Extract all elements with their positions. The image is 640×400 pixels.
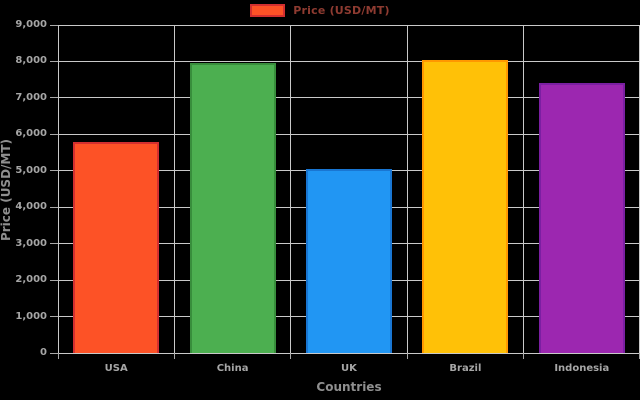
gridline-vertical [290,25,292,353]
gridline-horizontal [58,133,640,135]
gridline-vertical [57,25,59,353]
gridline-horizontal [58,352,640,354]
gridline-vertical [523,25,525,353]
x-axis-tick [57,353,59,359]
y-axis-tick [50,279,58,281]
y-tick-label: 2,000 [15,274,47,286]
x-axis-tick [406,353,408,359]
y-axis-tick [50,97,58,99]
y-axis-tick [50,316,58,318]
bar-brazil[interactable] [422,59,509,353]
legend-label: Price (USD/MT) [293,4,390,17]
gridline-horizontal [58,60,640,62]
x-axis-tick [638,353,640,359]
y-axis-tick [50,206,58,208]
x-tick-label: USA [104,363,128,374]
y-axis-tick [50,243,58,245]
gridline-vertical [173,25,175,353]
y-axis-tick [50,352,58,354]
y-axis-tick [50,133,58,135]
legend-swatch [250,4,286,17]
gridline-vertical [406,25,408,353]
y-tick-label: 6,000 [15,128,47,140]
y-tick-label: 4,000 [15,201,47,213]
bar-usa[interactable] [73,141,160,353]
x-tick-label: China [216,363,249,374]
x-tick-label: UK [341,363,357,374]
x-axis-tick [290,353,292,359]
legend[interactable]: Price (USD/MT) [0,4,640,17]
bar-china[interactable] [189,63,276,353]
y-axis-tick [50,170,58,172]
gridline-vertical [638,25,640,353]
y-tick-label: 0 [40,347,47,358]
bar-indonesia[interactable] [538,83,625,353]
x-tick-label: Indonesia [554,363,610,374]
y-tick-label: 5,000 [15,164,47,176]
y-tick-label: 8,000 [15,55,47,67]
x-axis-tick [173,353,175,359]
y-axis-tick [50,24,58,26]
y-axis-tick [50,60,58,62]
gridline-horizontal [58,24,640,26]
y-tick-label: 1,000 [15,310,47,322]
y-tick-label: 9,000 [15,19,47,30]
bar-uk[interactable] [306,168,392,353]
gridline-horizontal [58,97,640,99]
y-tick-label: 3,000 [15,237,47,249]
x-axis-title: Countries [316,380,382,394]
plot-area: 0 1,000 2,000 3,000 4,000 5,000 6,000 7,000 8,00… [15,20,640,374]
y-tick-label: 7,000 [15,91,47,103]
x-axis-tick [523,353,525,359]
x-tick-label: Brazil [449,363,482,374]
